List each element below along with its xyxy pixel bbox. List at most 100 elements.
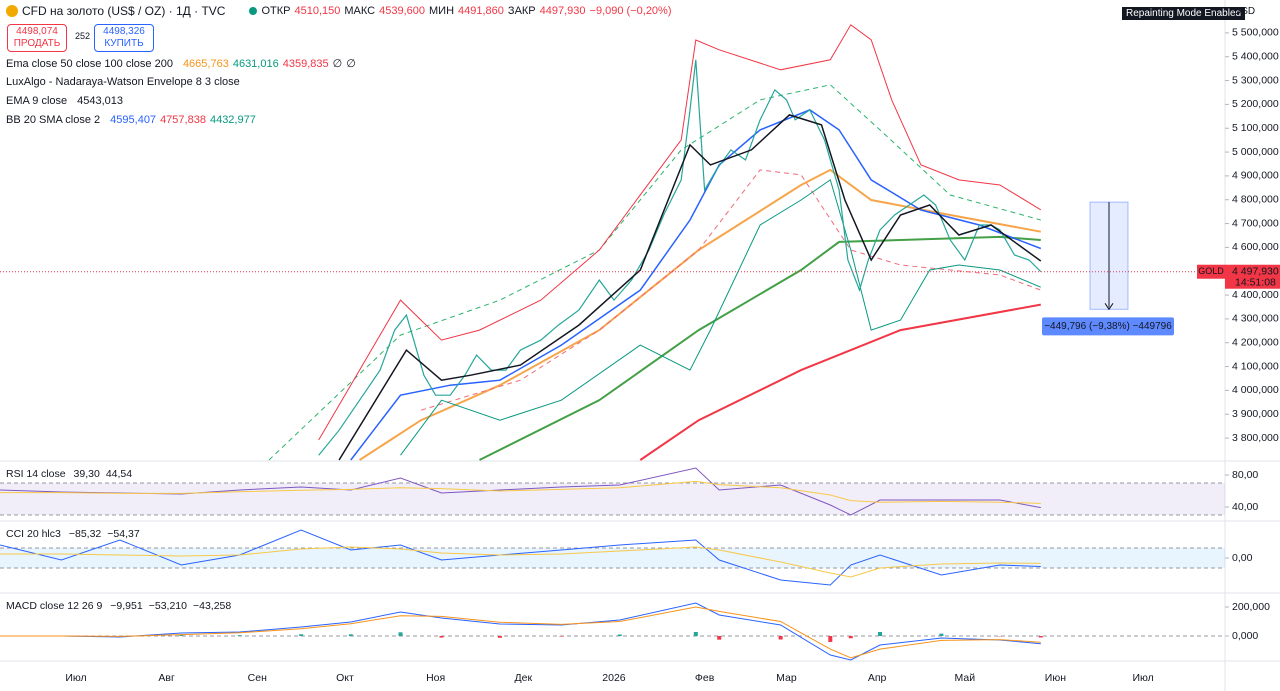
histogram-bar xyxy=(878,631,883,637)
y-tick-label: 5 300,000 xyxy=(1232,74,1279,86)
x-tick-label: Май xyxy=(955,672,976,684)
pane-title: RSI 14 close xyxy=(6,468,66,480)
series-line xyxy=(420,169,1041,411)
pane-title: CCI 20 hlc3 xyxy=(6,528,61,540)
indicator-value: ∅ xyxy=(332,58,343,70)
pane-legend-value: 44,54 xyxy=(106,468,132,480)
measure-label: −449,796 (−9,38%) −449796 xyxy=(1044,321,1172,332)
indicator-name: LuxAlgo - Nadaraya-Watson Envelope 8 3 c… xyxy=(6,76,240,88)
buy-button[interactable]: 4498,326 КУПИТЬ xyxy=(94,24,154,52)
last-price-bg xyxy=(1225,264,1280,289)
indicator-legend[interactable]: LuxAlgo - Nadaraya-Watson Envelope 8 3 c… xyxy=(6,76,246,88)
series-line xyxy=(318,24,1042,441)
indicator-name: EMA 9 close xyxy=(6,95,68,107)
indicator-legend[interactable]: BB 20 SMA close 2 4595,407 4757,838 4432,97… xyxy=(6,114,256,126)
series-line xyxy=(0,606,1041,659)
series-line xyxy=(400,179,1041,456)
histogram-bar xyxy=(179,634,184,637)
band-fill xyxy=(0,548,1225,568)
ohlc-label: ЗАКР xyxy=(507,5,536,17)
histogram-bar xyxy=(299,634,304,637)
y-tick-label: 4 100,000 xyxy=(1232,360,1279,372)
indicator-value: 4543,013 xyxy=(77,95,124,107)
indicator-legend[interactable]: Ema close 50 close 100 close 200 4665,763… xyxy=(6,57,356,71)
sell-button[interactable]: 4498,074 ПРОДАТЬ xyxy=(7,24,67,52)
pane-legend-value: −85,32 xyxy=(69,528,102,540)
symbol-title: CFD на золото (US$ / OZ) · 1Д · TVC xyxy=(22,4,226,18)
ohlc-label: МИН xyxy=(429,5,455,17)
series-line xyxy=(338,114,1042,461)
series-line xyxy=(350,109,1042,461)
series-line xyxy=(0,529,1041,586)
histogram-bar xyxy=(617,634,622,637)
spread: 252 xyxy=(75,31,91,41)
pane-title: MACD close 12 26 9 xyxy=(6,600,102,612)
x-tick-label: Фев xyxy=(695,672,715,684)
ohlc: ОТКР 4510,150 МАКС 4539,600 МИН 4491,860 ЗАКР 4… xyxy=(261,5,585,17)
indicator-value: 4665,763 xyxy=(182,57,229,70)
y-tick-label: 5 000,000 xyxy=(1232,146,1279,158)
sell-label: ПРОДАТЬ xyxy=(13,38,61,49)
series-line xyxy=(0,602,1041,661)
y-tick-label: 5 500,000 xyxy=(1232,27,1279,39)
ohlc-label: ОТКР xyxy=(261,5,291,17)
series-line xyxy=(0,480,1041,504)
y-tick-label: 5 100,000 xyxy=(1232,122,1279,134)
ohlc-value: 4539,600 xyxy=(379,5,426,17)
x-tick-label: Июл xyxy=(1132,672,1153,684)
pane-legend-value: −9,951 xyxy=(110,600,143,612)
y-tick-label: 4 400,000 xyxy=(1232,289,1279,301)
y-tick-label: 5 400,000 xyxy=(1232,51,1279,63)
indicator-value: 4631,016 xyxy=(232,57,279,70)
indicator-value: ∅ xyxy=(346,58,356,70)
indicator-name: BB 20 SMA close 2 xyxy=(6,114,101,126)
y-tick-label: 0,00 xyxy=(1232,552,1253,564)
series-line xyxy=(639,303,1041,461)
ohlc-value: 4491,860 xyxy=(458,5,504,17)
measure-label-bg xyxy=(1042,317,1174,336)
histogram-bar xyxy=(778,636,783,640)
indicator-legend[interactable]: EMA 9 close 4543,013 xyxy=(6,95,123,107)
last-price-label: 4 497,930 xyxy=(1232,266,1279,278)
x-tick-label: Сен xyxy=(248,672,267,684)
currency[interactable]: USD xyxy=(1234,6,1256,17)
histogram-bar xyxy=(237,635,242,637)
buy-price: 4498,326 xyxy=(103,26,145,37)
symbol-icon xyxy=(6,5,18,17)
y-tick-label: 0,000 xyxy=(1232,630,1258,642)
x-tick-label: Июн xyxy=(1045,672,1066,684)
histogram-bar xyxy=(348,634,353,637)
ohlc-label: МАКС xyxy=(344,5,376,17)
y-tick-label: 4 800,000 xyxy=(1232,194,1279,206)
y-tick-label: 3 800,000 xyxy=(1232,432,1279,444)
histogram-bar xyxy=(828,636,833,642)
indicator-value: 4595,407 xyxy=(110,114,157,126)
histogram-bar xyxy=(939,633,944,637)
y-tick-label: 4 000,000 xyxy=(1232,384,1279,396)
histogram-bar xyxy=(717,636,722,640)
x-tick-label: 2026 xyxy=(602,672,626,684)
histogram-bar xyxy=(439,636,444,638)
y-tick-label: 4 700,000 xyxy=(1232,217,1279,229)
histogram-bar xyxy=(693,632,698,637)
ohlc-value: 4497,930 xyxy=(539,5,586,17)
measure-arrow-head xyxy=(1104,303,1114,311)
histogram-bar xyxy=(559,636,564,637)
buy-label: КУПИТЬ xyxy=(104,38,144,49)
symbol-header: CFD на золото (US$ / OZ) · 1Д · TVC ОТКР… xyxy=(6,4,672,18)
pane-legend-value: −53,210 xyxy=(149,600,187,612)
indicator-value: 4432,977 xyxy=(209,114,256,126)
series-line xyxy=(268,84,1041,461)
series-line xyxy=(318,59,1042,456)
sell-price: 4498,074 xyxy=(16,26,58,37)
y-tick-label: 4 900,000 xyxy=(1232,170,1279,182)
histogram-bar xyxy=(848,636,853,639)
symbol-tag: GOLD xyxy=(1198,266,1224,276)
y-tick-label: 4 600,000 xyxy=(1232,241,1279,253)
symbol-tag-bg xyxy=(1197,264,1225,279)
x-tick-label: Апр xyxy=(868,672,887,684)
indicator-value: 4757,838 xyxy=(160,114,206,126)
pane-legend-value: −43,258 xyxy=(193,600,231,612)
